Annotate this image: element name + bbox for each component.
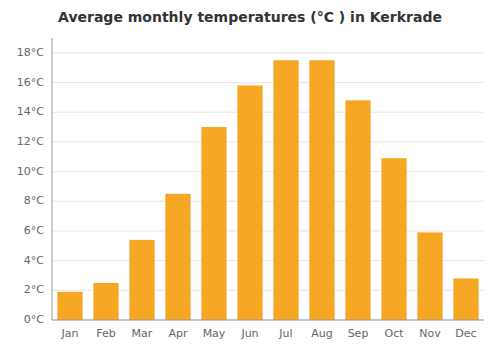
grid-line	[52, 320, 484, 321]
chart-container: 0°C 2°C 4°C 6°C 8°C 10°C 12°C 14°C 16°C 18°C Jan Fe…	[0, 0, 500, 350]
grid-line	[52, 82, 484, 83]
grid-line	[52, 171, 484, 172]
bar	[345, 100, 370, 320]
y-axis: 0°C 2°C 4°C 6°C 8°C 10°C 12°C 14°C 16°C 18°C	[17, 46, 44, 326]
x-axis: Jan Feb Mar Apr May Jun Jul Aug Sep Oct Nov Dec	[61, 327, 477, 340]
grid-line	[52, 201, 484, 202]
bar	[237, 85, 262, 320]
x-axis-line	[52, 320, 484, 321]
y-tick-label: 8°C	[24, 194, 44, 207]
y-tick-label: 10°C	[17, 165, 44, 178]
x-tick-label: Aug	[311, 327, 332, 340]
bar	[417, 232, 442, 320]
x-tick-label: Jan	[61, 327, 79, 340]
y-tick-label: 14°C	[17, 105, 44, 118]
bars	[57, 60, 478, 320]
grid-line	[52, 112, 484, 113]
y-tick-label: 6°C	[24, 224, 44, 237]
x-tick-label: Apr	[168, 327, 188, 340]
x-tick-label: Nov	[419, 327, 441, 340]
x-tick-label: Jul	[278, 327, 292, 340]
bar	[201, 127, 226, 320]
y-axis-line	[52, 38, 53, 320]
bar	[165, 194, 190, 320]
x-tick-label: May	[203, 327, 226, 340]
x-tick-label: Feb	[96, 327, 115, 340]
chart: 0°C 2°C 4°C 6°C 8°C 10°C 12°C 14°C 16°C 18°C Jan Fe…	[0, 0, 500, 350]
y-tick-label: 12°C	[17, 135, 44, 148]
grid-line	[52, 52, 484, 53]
y-tick-label: 2°C	[24, 283, 44, 296]
x-tick-label: Dec	[455, 327, 476, 340]
bar	[381, 158, 406, 320]
grid-line	[52, 230, 484, 231]
y-tick-label: 0°C	[24, 313, 44, 326]
bar	[309, 60, 334, 320]
grid-line	[52, 141, 484, 142]
x-tick-label: Sep	[348, 327, 369, 340]
y-tick-label: 18°C	[17, 46, 44, 59]
y-tick-label: 4°C	[24, 254, 44, 267]
bar	[453, 278, 478, 320]
y-tick-label: 16°C	[17, 76, 44, 89]
x-tick-label: Jun	[240, 327, 258, 340]
grid	[52, 53, 484, 320]
bar	[129, 240, 154, 320]
bar	[273, 60, 298, 320]
x-tick-label: Oct	[384, 327, 404, 340]
x-tick-label: Mar	[132, 327, 153, 340]
title: Average monthly temperatures (°C ) in Ke…	[58, 9, 442, 25]
bar	[57, 292, 82, 320]
bar	[93, 283, 118, 320]
